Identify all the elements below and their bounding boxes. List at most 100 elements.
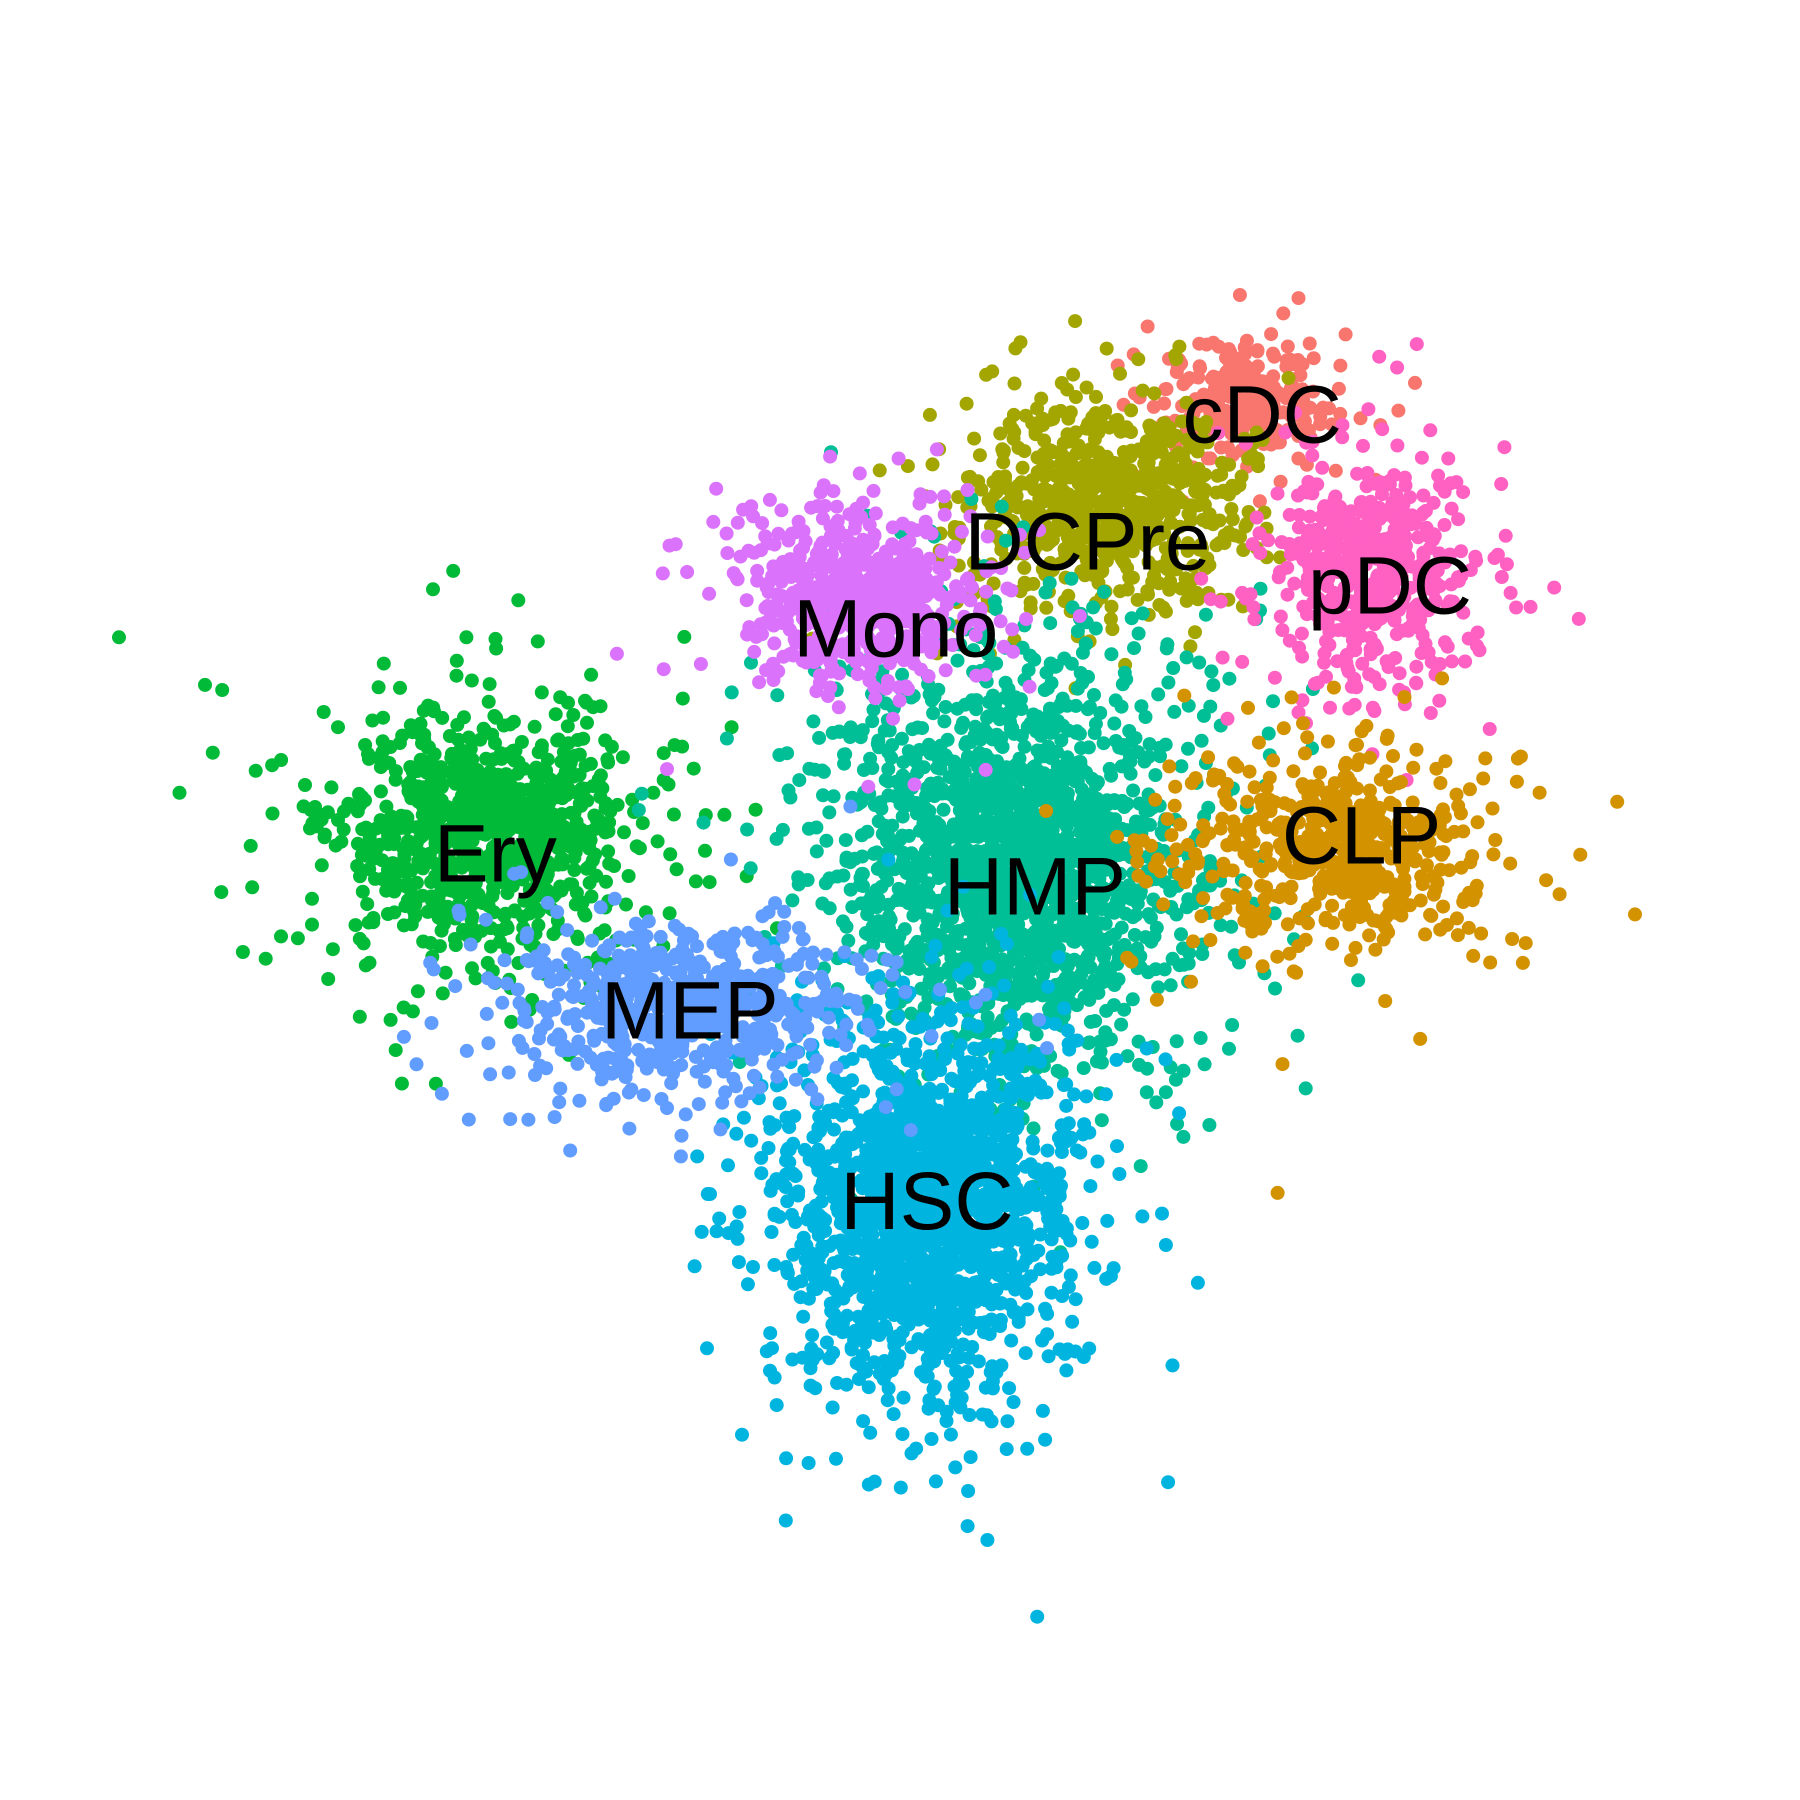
- point: [1011, 478, 1025, 493]
- point: [1328, 463, 1343, 478]
- point: [929, 862, 944, 877]
- point: [458, 756, 473, 771]
- point: [582, 875, 597, 890]
- point: [245, 880, 260, 895]
- point: [770, 688, 785, 703]
- point: [451, 732, 466, 747]
- point: [994, 738, 1008, 753]
- point: [1026, 1121, 1041, 1136]
- point: [336, 822, 351, 837]
- point: [1215, 455, 1229, 470]
- point: [458, 820, 473, 835]
- point: [1030, 1609, 1045, 1624]
- point: [1126, 783, 1141, 798]
- point: [1213, 918, 1228, 933]
- point: [1157, 962, 1172, 977]
- point: [1169, 562, 1183, 577]
- point: [1225, 1018, 1240, 1032]
- point: [568, 897, 583, 912]
- point: [1161, 675, 1176, 690]
- point: [558, 764, 573, 779]
- point: [1306, 351, 1321, 366]
- point: [1233, 529, 1247, 544]
- point: [1072, 726, 1087, 741]
- point: [838, 747, 853, 762]
- point: [631, 803, 646, 817]
- point: [847, 851, 862, 866]
- point: [1176, 1063, 1191, 1078]
- point: [1102, 761, 1117, 776]
- point: [1195, 469, 1210, 484]
- point: [775, 822, 790, 837]
- point: [1148, 768, 1163, 783]
- point: [1059, 1363, 1074, 1378]
- point: [386, 816, 401, 831]
- point: [938, 965, 953, 980]
- point: [379, 799, 394, 814]
- point: [551, 732, 566, 747]
- point: [1125, 544, 1140, 559]
- point: [1099, 341, 1114, 356]
- point: [899, 798, 914, 813]
- point: [1073, 666, 1088, 680]
- point: [783, 790, 798, 805]
- point: [977, 1325, 991, 1340]
- point: [843, 730, 858, 744]
- point: [449, 769, 464, 784]
- point: [709, 1224, 724, 1239]
- point: [694, 1224, 709, 1239]
- point: [1079, 560, 1094, 575]
- point: [475, 896, 490, 910]
- point: [1179, 900, 1194, 915]
- point: [569, 885, 584, 900]
- point: [409, 837, 424, 852]
- point: [1202, 1118, 1217, 1132]
- point: [967, 431, 982, 446]
- point: [632, 841, 647, 856]
- point: [1065, 1314, 1080, 1329]
- point: [1124, 495, 1139, 510]
- point: [928, 1474, 943, 1489]
- point: [1131, 533, 1146, 548]
- point: [940, 752, 955, 766]
- point: [1127, 641, 1141, 656]
- point: [373, 760, 388, 775]
- point: [1159, 641, 1174, 656]
- point: [759, 1344, 774, 1359]
- point: [1089, 389, 1103, 404]
- point: [1030, 450, 1045, 465]
- point: [662, 906, 677, 921]
- point: [248, 763, 263, 778]
- point: [1166, 661, 1181, 675]
- point: [854, 866, 869, 881]
- point: [719, 731, 734, 746]
- point: [666, 807, 681, 822]
- point: [721, 1158, 735, 1173]
- point: [506, 743, 521, 758]
- point: [522, 882, 537, 897]
- point: [459, 803, 474, 818]
- point: [688, 874, 703, 889]
- point: [1193, 1031, 1208, 1045]
- point: [567, 863, 582, 877]
- point: [906, 867, 921, 882]
- point: [1061, 588, 1076, 603]
- point: [656, 746, 671, 761]
- point: [546, 927, 561, 942]
- point: [1112, 1167, 1127, 1181]
- point: [1128, 731, 1143, 746]
- point: [650, 834, 665, 849]
- point: [724, 685, 739, 700]
- point: [1142, 737, 1157, 752]
- point: [1159, 382, 1174, 396]
- point: [785, 893, 800, 908]
- point: [1158, 1052, 1173, 1067]
- point: [1338, 327, 1353, 342]
- point: [464, 673, 479, 688]
- point: [603, 804, 618, 819]
- point: [1264, 327, 1279, 342]
- point: [922, 687, 937, 702]
- point: [314, 812, 329, 827]
- point: [506, 714, 521, 729]
- point: [806, 714, 821, 729]
